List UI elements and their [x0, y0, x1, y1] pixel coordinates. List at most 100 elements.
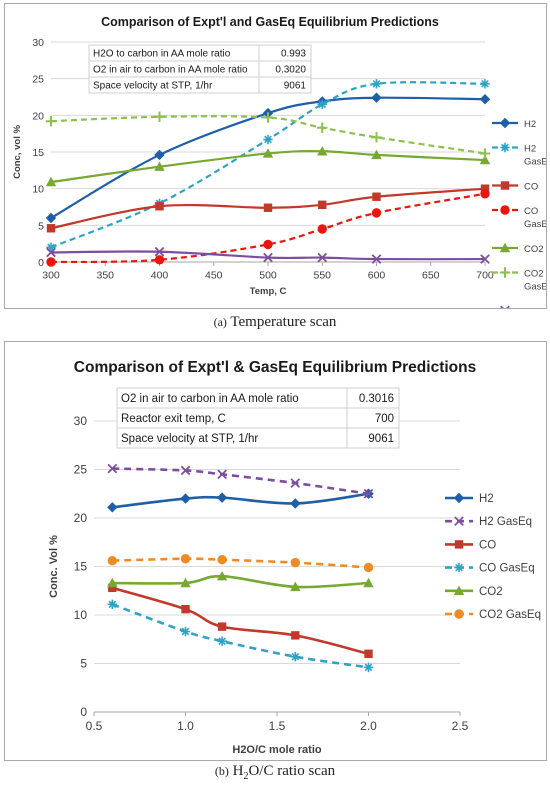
chart-a-ytick-label: 10	[32, 184, 44, 196]
chart-a-data-point	[46, 224, 56, 233]
chart-a-series-co-gaseq	[46, 189, 490, 267]
chart-a-ytick-label: 5	[38, 220, 44, 232]
chart-b-data-point	[107, 463, 118, 474]
chart-b-x-axis-label: H2O/C mole ratio	[232, 744, 322, 756]
chart-b-xtick-label: 2.0	[360, 719, 377, 733]
chart-a-legend-label: H2	[524, 119, 536, 130]
chart-b-ytick-label: 10	[74, 608, 88, 622]
chart-b-series-line	[111, 586, 369, 656]
chart-a-data-point	[263, 203, 273, 212]
chart-b-data-point	[217, 622, 227, 631]
chart-b-legend-marker	[454, 516, 464, 527]
chart-b-xtick-label: 1.5	[269, 719, 286, 733]
chart-a-xtick-label: 650	[422, 270, 440, 282]
chart-a-data-point	[479, 148, 491, 159]
chart-a-series-line	[50, 115, 486, 155]
chart-a-data-point	[371, 132, 382, 143]
chart-a-data-point	[154, 255, 165, 265]
chart-a-legend-label: CO	[524, 182, 538, 193]
chart-b-info-value: 700	[375, 413, 394, 425]
caption-b-text-post: O/C ratio scan	[248, 763, 336, 779]
chart-a-series-co2	[45, 146, 491, 187]
chart-a-xtick-label: 350	[96, 270, 114, 282]
chart-b-legend: H2 H2 GasEq CO CO GasEq CO2 CO2 GasEq	[445, 492, 541, 621]
chart-a-xtick-label: 500	[259, 270, 277, 282]
chart-a-legend-marker	[500, 181, 510, 190]
chart-b-series-co	[108, 583, 373, 658]
chart-a-legend-marker	[500, 305, 510, 316]
chart-a-frame: Comparison of Expt'l and GasEq Equilibri…	[4, 3, 550, 318]
chart-a-ytick-label: 30	[32, 37, 44, 49]
chart-a-series-co2-gaseq	[45, 111, 491, 159]
chart-a-info-table: H2O to carbon in AA mole ratio 0.993 O2 in…	[88, 44, 312, 94]
chart-a-data-point	[45, 116, 57, 127]
chart-a-legend-label: CO2	[524, 269, 544, 280]
chart-a-data-point	[46, 247, 56, 258]
chart-a-ytick-label: 0	[38, 257, 44, 269]
chart-a-ytick-label: 15	[32, 147, 44, 159]
chart-b-data-point	[363, 488, 374, 499]
chart-a-data-point	[317, 146, 328, 156]
chart-a-legend-label: CO2	[524, 244, 544, 255]
chart-b-xtick-label: 1.0	[177, 719, 194, 733]
chart-b-legend-label: CO GasEq	[479, 563, 535, 575]
chart-a-data-point	[263, 239, 273, 250]
chart-a-y-axis-label: Conc, vol %	[12, 125, 23, 179]
chart-a-x-axis-label: Temp, C	[250, 286, 287, 297]
chart-b-data-point	[181, 604, 190, 614]
chart-b-ytick-label: 5	[80, 657, 87, 671]
chart-b-series-h2-gaseq	[107, 463, 374, 499]
chart-a-data-point	[262, 148, 274, 158]
chart-a-data-point	[479, 94, 491, 105]
chart-b-data-point	[107, 577, 118, 588]
chart-a-legend-label: CH4	[524, 307, 543, 309]
chart-a-legend-label: GasEq	[524, 282, 546, 293]
chart-a-legend-marker	[500, 142, 510, 153]
chart-b-info-table-box	[116, 387, 400, 449]
chart-b-title: Comparison of Expt'l & GasEq Equilibrium…	[74, 359, 476, 376]
chart-a-data-point	[262, 112, 274, 123]
chart-b-series-line	[112, 467, 369, 496]
chart-b-data-point	[216, 571, 228, 581]
caption-b-text-sub: 2	[243, 771, 249, 782]
chart-a-data-point	[371, 208, 382, 218]
chart-a-title: Comparison of Expt'l and GasEq Equilibri…	[101, 15, 439, 29]
chart-a-info-value: 9061	[284, 81, 307, 92]
chart-a-xtick-label: 400	[151, 270, 169, 282]
chart-b-legend-label: H2 GasEq	[479, 516, 532, 528]
chart-b-series-co-gaseq	[107, 599, 374, 673]
chart-a-legend-marker	[499, 117, 511, 129]
chart-a-data-point	[318, 200, 327, 209]
chart-b-series-h2	[107, 488, 374, 513]
chart-b-series-line	[112, 574, 369, 589]
chart-b-legend-marker	[454, 540, 464, 549]
chart-b-info-label: O2 in air to carbon in AA mole ratio	[121, 393, 299, 405]
chart-b-ytick-label: 15	[74, 560, 88, 574]
chart-b-data-point	[180, 493, 191, 504]
chart-a-legend-label: GasEq	[524, 219, 546, 230]
chart-a-series-line	[50, 250, 486, 261]
chart-a-data-point	[371, 79, 382, 89]
chart-b-data-point	[290, 498, 301, 509]
chart-a-data-point	[155, 202, 164, 211]
chart-a-data-point	[154, 149, 165, 161]
chart-b-info-value: 0.3016	[359, 393, 394, 405]
chart-a-data-point	[317, 224, 327, 234]
chart-a-legend-label: CO	[524, 206, 538, 217]
chart-b-info-value: 9061	[368, 433, 394, 445]
chart-b-data-point	[291, 631, 300, 640]
chart-b-data-point	[217, 469, 227, 480]
chart-b-ytick-label: 0	[80, 705, 87, 719]
chart-b-data-point	[216, 492, 228, 503]
chart-a-data-point	[480, 254, 490, 264]
chart-a-data-point	[317, 122, 328, 133]
chart-b-data-point	[290, 557, 300, 568]
chart-b-ytick-label: 30	[74, 414, 88, 428]
chart-a-series-line	[50, 81, 486, 249]
chart-a: Comparison of Expt'l and GasEq Equilibri…	[12, 15, 550, 318]
chart-b-ytick-label: 20	[74, 511, 88, 525]
chart-a-data-point	[371, 254, 382, 264]
chart-a-data-point	[263, 252, 273, 263]
chart-a-data-point	[154, 246, 165, 257]
chart-a-ytick-label: 20	[32, 110, 44, 122]
